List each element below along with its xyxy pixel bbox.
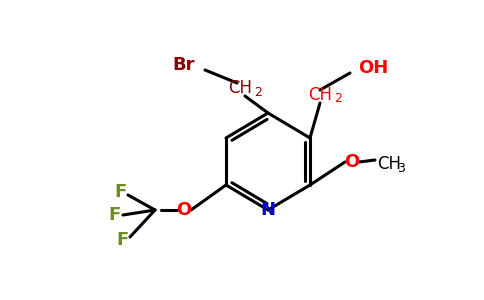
- Text: F: F: [109, 206, 121, 224]
- Text: Br: Br: [172, 56, 195, 74]
- Text: CH: CH: [308, 86, 332, 104]
- Text: 2: 2: [254, 85, 262, 98]
- Text: O: O: [176, 201, 192, 219]
- Text: OH: OH: [358, 59, 388, 77]
- Text: N: N: [260, 201, 275, 219]
- Text: O: O: [345, 153, 360, 171]
- Text: F: F: [114, 183, 126, 201]
- Text: CH: CH: [228, 79, 252, 97]
- Text: 2: 2: [334, 92, 342, 106]
- Text: F: F: [116, 231, 128, 249]
- Text: 3: 3: [397, 161, 405, 175]
- Text: CH: CH: [377, 155, 401, 173]
